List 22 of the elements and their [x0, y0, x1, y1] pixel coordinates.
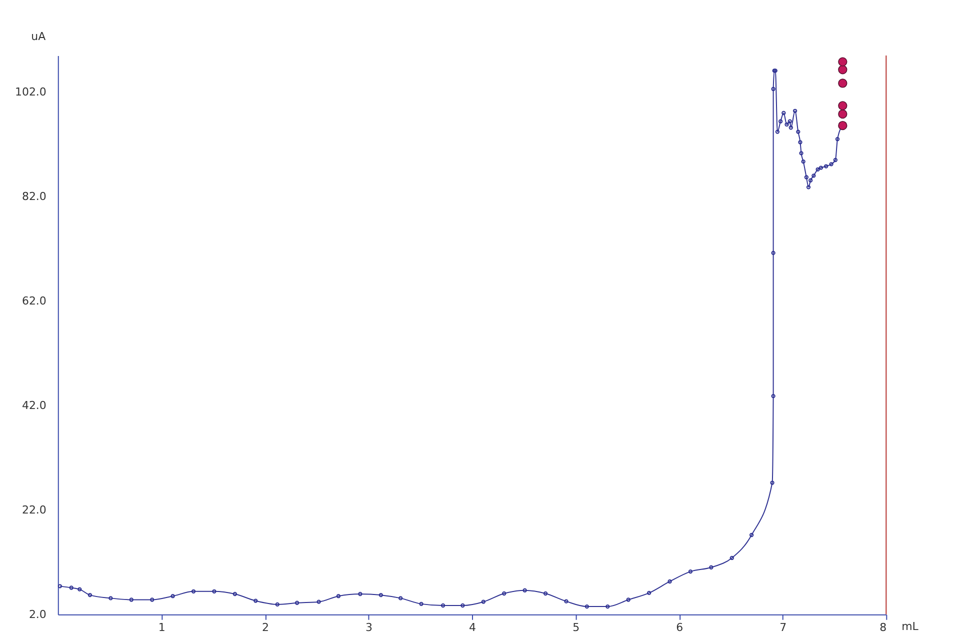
- y-tick-label: 102.0: [14, 86, 46, 99]
- y-tick-label: 42.0: [22, 398, 46, 412]
- point: [838, 57, 848, 66]
- y-tick-label: 2.0: [28, 608, 46, 621]
- x-tick-label: 4: [469, 620, 476, 634]
- x-tick-label: 5: [572, 620, 580, 634]
- x-tick-label: 3: [365, 620, 372, 634]
- x-tick-label: 7: [780, 620, 787, 634]
- point: [838, 78, 848, 88]
- point: [838, 109, 848, 119]
- x-axis-title: mL: [902, 620, 920, 633]
- y-tick-label: 82.0: [22, 190, 46, 204]
- point: [838, 101, 848, 110]
- x-tick-label: 2: [262, 620, 269, 634]
- y-tick-label: 22.0: [22, 503, 46, 516]
- x-tick-label: 1: [158, 620, 166, 634]
- x-tick-label: 8: [880, 620, 887, 634]
- y-axis-title: uA: [31, 30, 46, 44]
- point: [838, 120, 848, 130]
- x-tick-label: 6: [676, 620, 684, 634]
- y-tick-label: 62.0: [22, 294, 46, 308]
- point: [838, 65, 848, 74]
